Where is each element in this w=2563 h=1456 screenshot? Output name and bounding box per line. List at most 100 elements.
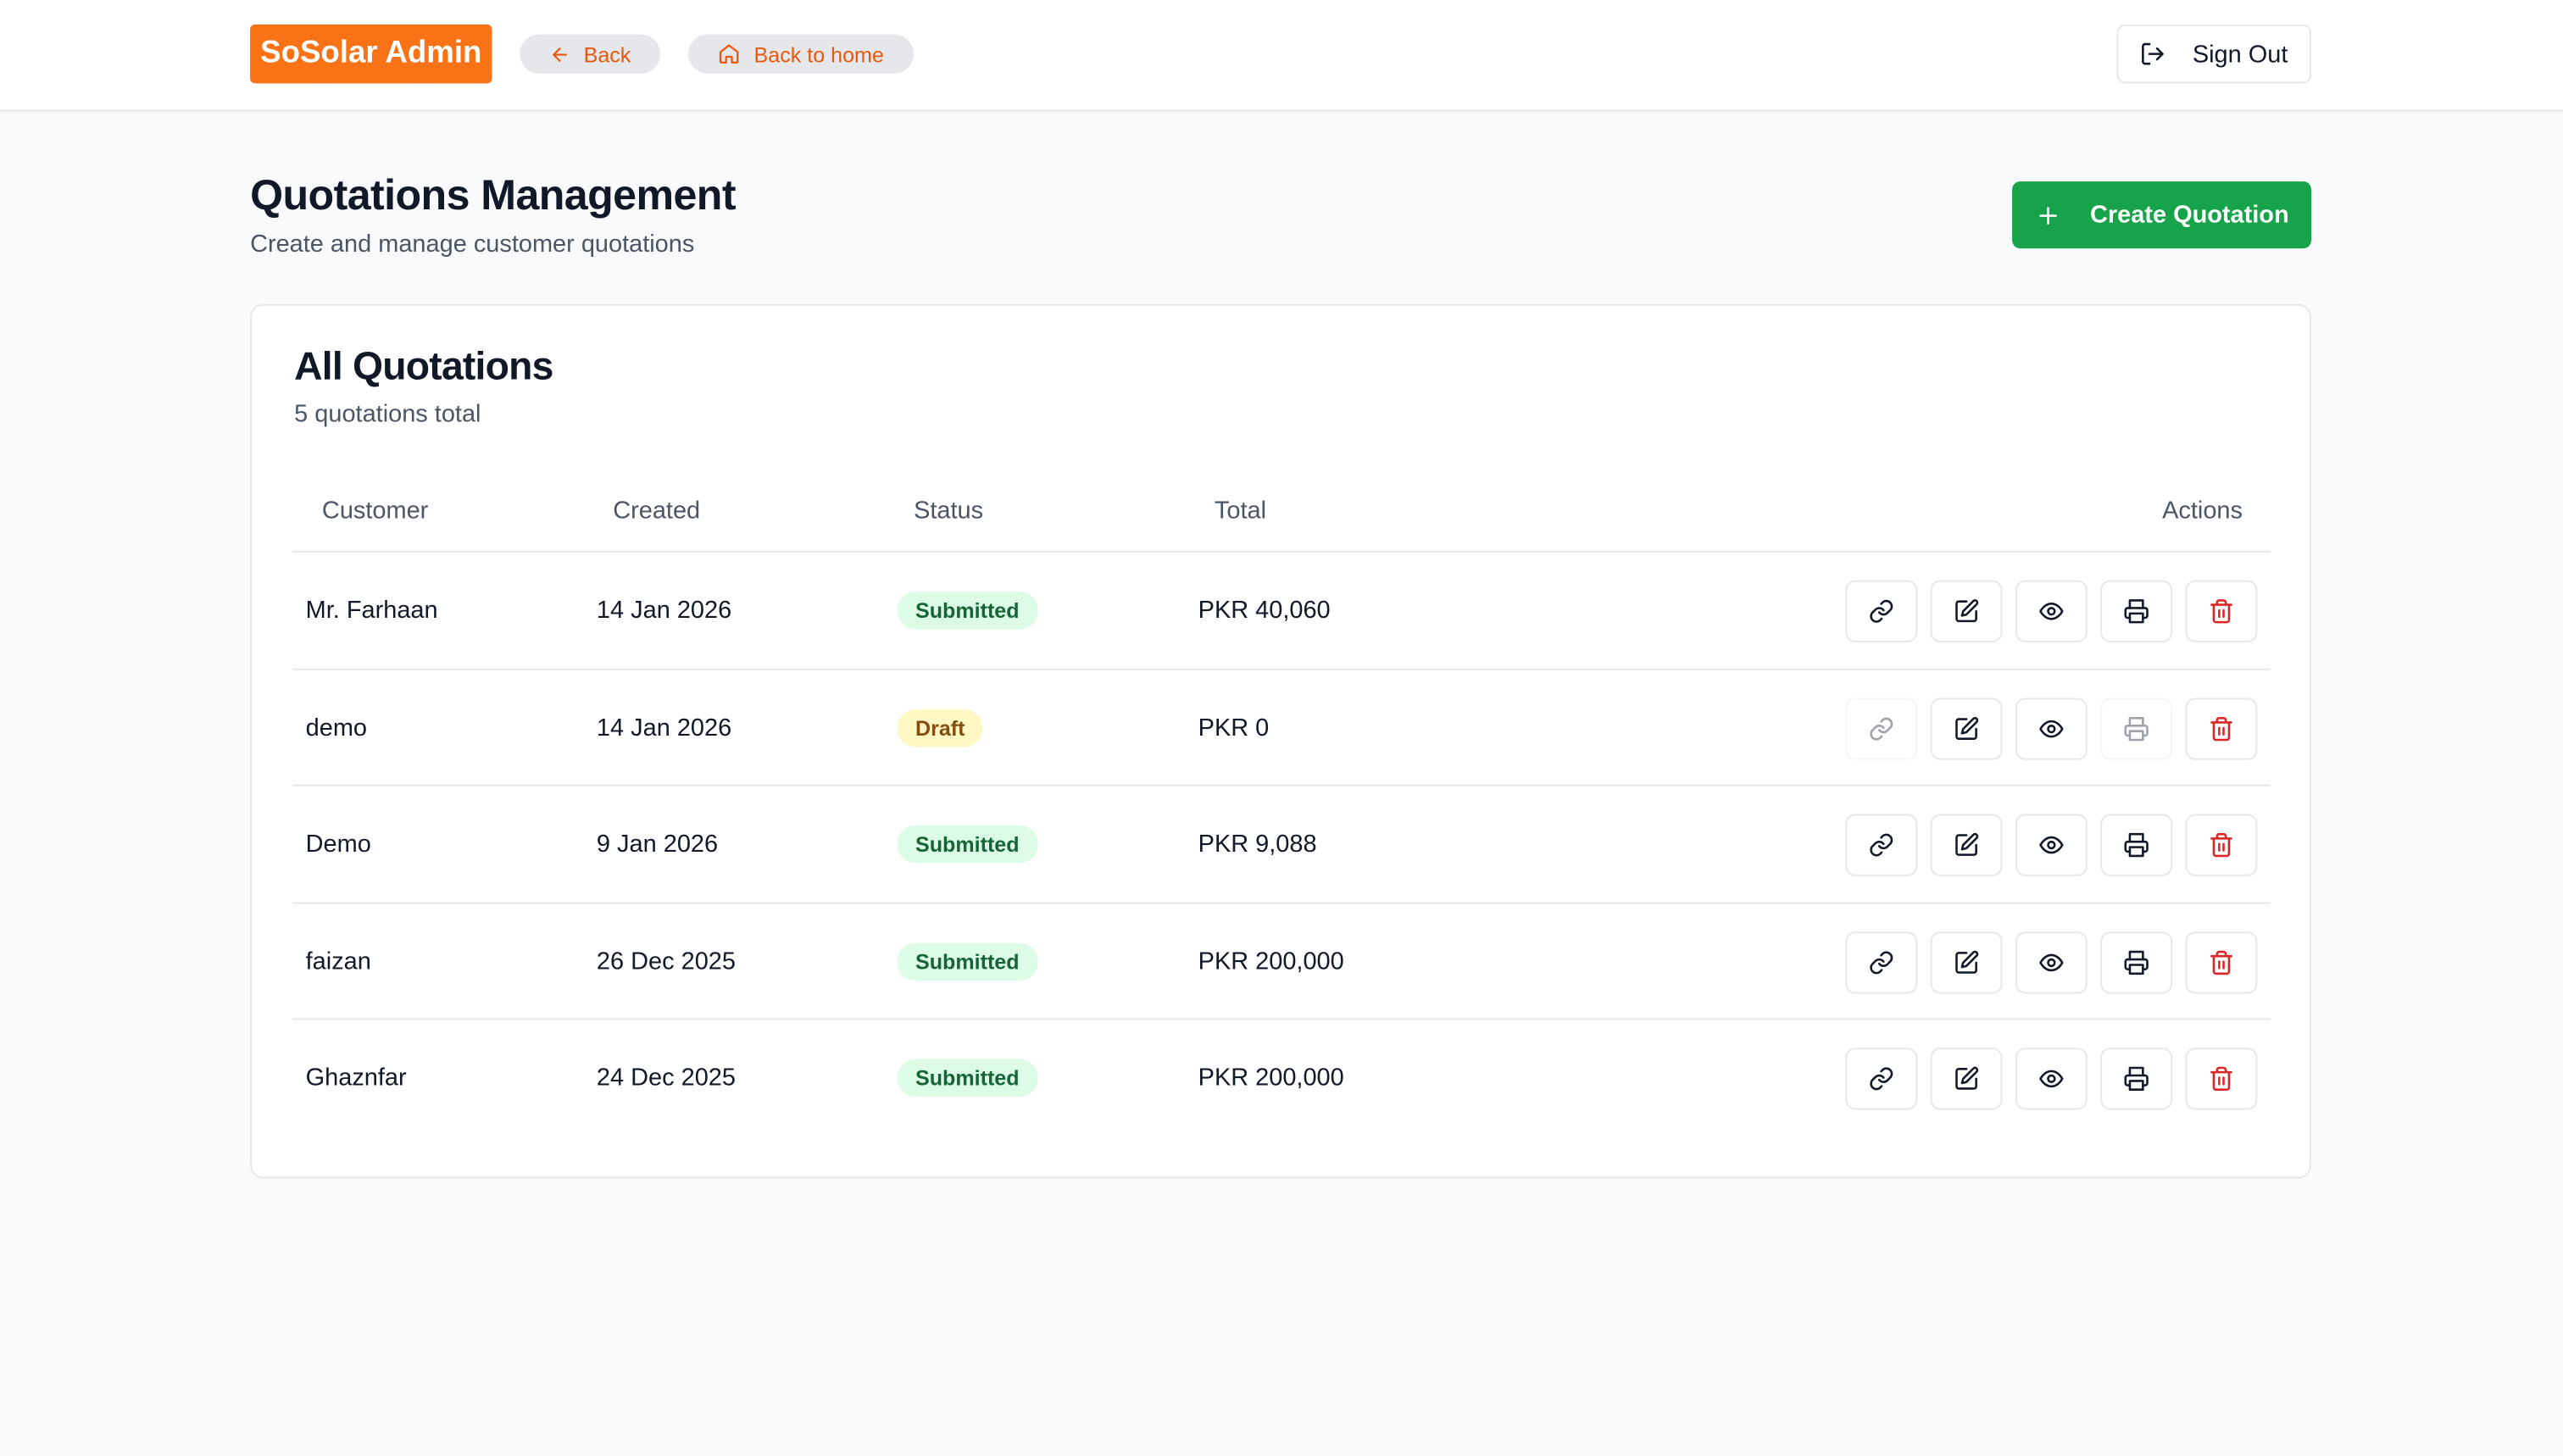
link-icon	[1870, 716, 1893, 740]
edit-icon	[1955, 716, 1979, 740]
print-button[interactable]	[2100, 580, 2173, 642]
table-row: Mr. Farhaan 14 Jan 2026 Submitted PKR 40,06…	[292, 550, 2271, 670]
cell-text: PKR 40,060	[1198, 597, 1331, 625]
edit-icon	[1955, 599, 1979, 623]
cell-text: 14 Jan 2026	[596, 597, 732, 625]
brand[interactable]: SoSolar Admin	[250, 24, 492, 84]
delete-icon	[2210, 1066, 2232, 1091]
table-cell: Submitted	[897, 786, 1037, 903]
view-icon	[2039, 1070, 2064, 1088]
column-header: Customer	[321, 497, 429, 525]
table-cell: demo	[306, 670, 367, 786]
home-button[interactable]: Back to home	[687, 34, 915, 74]
view-icon	[2039, 719, 2064, 737]
edit-icon	[1955, 949, 1979, 973]
delete-button[interactable]	[2185, 1048, 2258, 1110]
table-cell: 24 Dec 2025	[597, 1020, 736, 1136]
delete-button[interactable]	[2185, 931, 2258, 993]
view-button[interactable]	[2015, 931, 2088, 993]
link-icon	[1870, 599, 1893, 623]
card-subtitle: 5 quotations total	[294, 400, 481, 429]
cell-text: demo	[305, 714, 368, 742]
delete-icon	[2210, 832, 2232, 858]
page-title: Quotations Management	[250, 169, 736, 220]
table-cell: faizan	[306, 903, 371, 1020]
cell-text: PKR 9,088	[1198, 831, 1317, 859]
page-subtitle: Create and manage customer quotations	[250, 230, 695, 258]
link-icon	[1870, 833, 1893, 857]
edit-button[interactable]	[1930, 1048, 2003, 1110]
cell-text: 24 Dec 2025	[596, 1064, 737, 1092]
table-cell: PKR 200,000	[1198, 1020, 1344, 1136]
view-button[interactable]	[2015, 814, 2088, 876]
cell-text: Mr. Farhaan	[305, 597, 438, 625]
link-icon	[1870, 950, 1893, 974]
view-button[interactable]	[2015, 697, 2088, 759]
print-icon	[2124, 599, 2149, 624]
cell-text: 14 Jan 2026	[596, 714, 732, 742]
table-cell: Submitted	[897, 1020, 1037, 1136]
delete-button[interactable]	[2185, 814, 2258, 876]
cell-text: 9 Jan 2026	[596, 831, 719, 859]
create-button[interactable]: Create Quotation	[2012, 181, 2311, 249]
cell-text: PKR 200,000	[1198, 948, 1344, 975]
table-cell: 14 Jan 2026	[597, 553, 731, 670]
edit-button[interactable]	[1930, 931, 2003, 993]
cell-text: faizan	[305, 948, 371, 975]
edit-button[interactable]	[1930, 697, 2003, 759]
view-button[interactable]	[2015, 580, 2088, 642]
cell-text: 26 Dec 2025	[596, 948, 737, 975]
table-row: faizan 26 Dec 2025 Submitted PKR 200,000	[292, 901, 2271, 1020]
print-button[interactable]	[2100, 931, 2173, 993]
delete-button[interactable]	[2185, 580, 2258, 642]
edit-icon	[1955, 832, 1979, 856]
edit-button[interactable]	[1930, 580, 2003, 642]
link-button	[1845, 697, 1918, 759]
table-row: demo 14 Jan 2026 Draft PKR 0	[292, 667, 2271, 786]
table-cell: Submitted	[897, 553, 1037, 670]
back-button[interactable]: Back	[520, 34, 661, 74]
delete-icon	[2210, 599, 2232, 624]
sign-out-button[interactable]: Sign Out	[2116, 24, 2311, 84]
link-icon	[1870, 1067, 1893, 1091]
edit-button[interactable]	[1930, 814, 2003, 876]
link-button[interactable]	[1845, 580, 1918, 642]
delete-icon	[2210, 949, 2232, 975]
column-header: Total	[1214, 497, 1267, 525]
view-button[interactable]	[2015, 1048, 2088, 1110]
delete-icon	[2210, 716, 2232, 741]
print-button[interactable]	[2100, 1048, 2173, 1110]
table-cell: 14 Jan 2026	[597, 670, 731, 786]
card-title: All Quotations	[294, 344, 553, 389]
cell-text: PKR 0	[1198, 714, 1270, 742]
table-cell: Ghaznfar	[306, 1020, 407, 1136]
table-row: Demo 9 Jan 2026 Submitted PKR 9,088	[292, 784, 2271, 903]
link-button[interactable]	[1845, 814, 1918, 876]
column-header: Actions	[2162, 497, 2243, 525]
edit-icon	[1955, 1066, 1979, 1090]
status-badge: Submitted	[897, 942, 1037, 981]
table-cell: Draft	[897, 670, 983, 786]
link-button[interactable]	[1845, 1048, 1918, 1110]
view-icon	[2039, 602, 2064, 620]
table-cell: 26 Dec 2025	[597, 903, 736, 1020]
table-cell: 9 Jan 2026	[597, 786, 718, 903]
view-icon	[2039, 953, 2064, 971]
link-button[interactable]	[1845, 931, 1918, 993]
delete-button[interactable]	[2185, 697, 2258, 759]
print-icon	[2124, 1066, 2149, 1091]
table-row: Ghaznfar 24 Dec 2025 Submitted PKR 200,000	[292, 1018, 2271, 1135]
card: All Quotations 5 quotations total Custom…	[250, 303, 2311, 1179]
status-badge: Submitted	[897, 592, 1037, 630]
table-cell: PKR 9,088	[1198, 786, 1317, 903]
print-button[interactable]	[2100, 814, 2173, 876]
cell-text: Demo	[305, 831, 371, 859]
table-cell: PKR 0	[1198, 670, 1270, 786]
status-badge: Submitted	[897, 1059, 1037, 1098]
table-cell: Demo	[306, 786, 371, 903]
status-badge: Submitted	[897, 825, 1037, 864]
table-cell: Submitted	[897, 903, 1037, 1020]
table-cell: PKR 200,000	[1198, 903, 1344, 1020]
print-icon	[2124, 949, 2149, 975]
